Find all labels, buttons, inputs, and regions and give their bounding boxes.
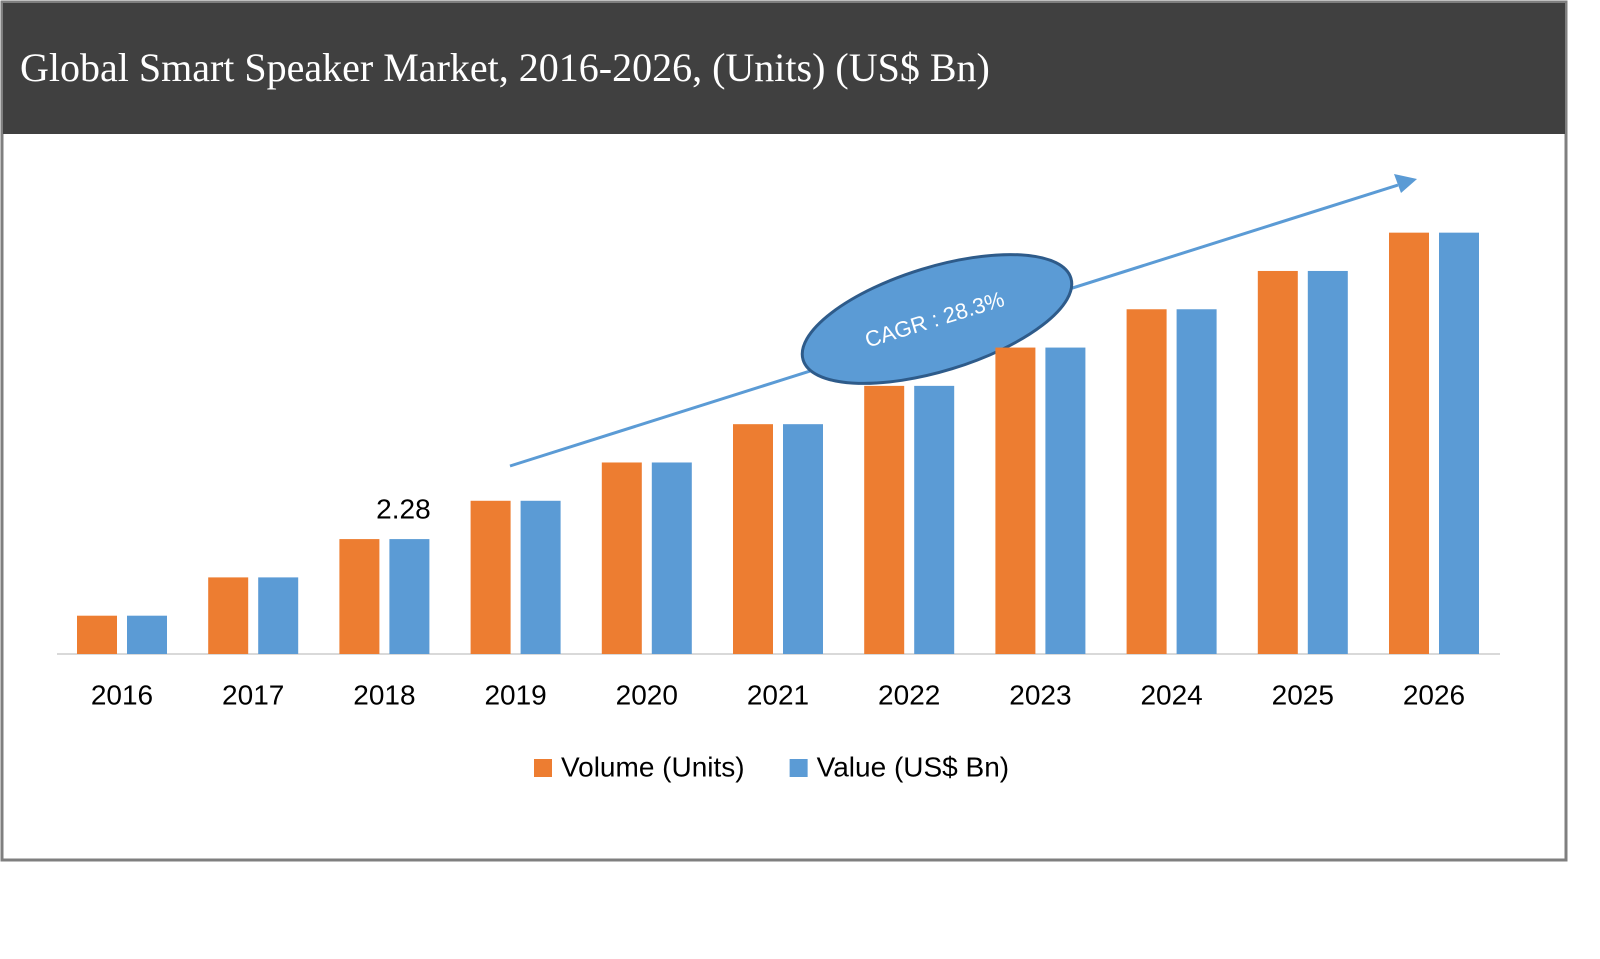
bar [995, 347, 1036, 654]
x-tick-label: 2023 [1009, 679, 1071, 710]
bar [914, 385, 955, 654]
bar [1045, 347, 1086, 654]
x-tick-label: 2019 [484, 679, 546, 710]
legend-swatch [534, 759, 552, 777]
bar [389, 539, 430, 654]
bar [520, 500, 561, 654]
x-tick-label: 2026 [1403, 679, 1465, 710]
title-bar [3, 3, 1565, 134]
arrow-head [1394, 174, 1417, 193]
data-label: 2.28 [376, 493, 431, 524]
bar [864, 385, 905, 654]
legend-swatch [789, 759, 808, 777]
bar [1389, 232, 1429, 654]
bar [783, 424, 823, 654]
x-tick-label: 2017 [222, 679, 284, 710]
legend-label: Volume (Units) [561, 751, 745, 782]
bar [470, 500, 511, 654]
bar [1307, 270, 1348, 654]
bar [339, 539, 380, 654]
x-tick-label: 2022 [878, 679, 940, 710]
legend-label: Value (US$ Bn) [817, 751, 1009, 782]
bar [1176, 309, 1217, 654]
bar [651, 462, 692, 654]
bar [127, 615, 167, 654]
bar [77, 615, 117, 654]
chart-title: Global Smart Speaker Market, 2016-2026, … [20, 45, 990, 90]
bar [258, 577, 299, 654]
bar [601, 462, 642, 654]
bar [1257, 270, 1298, 654]
bar [733, 424, 773, 654]
x-tick-label: 2024 [1140, 679, 1202, 710]
bar [1126, 309, 1167, 654]
cagr-ellipse [800, 253, 1074, 385]
x-tick-label: 2016 [91, 679, 153, 710]
x-tick-label: 2025 [1272, 679, 1334, 710]
x-tick-label: 2018 [353, 679, 415, 710]
x-tick-label: 2021 [747, 679, 809, 710]
x-tick-label: 2020 [616, 679, 678, 710]
bar [208, 577, 249, 654]
bar [1439, 232, 1479, 654]
